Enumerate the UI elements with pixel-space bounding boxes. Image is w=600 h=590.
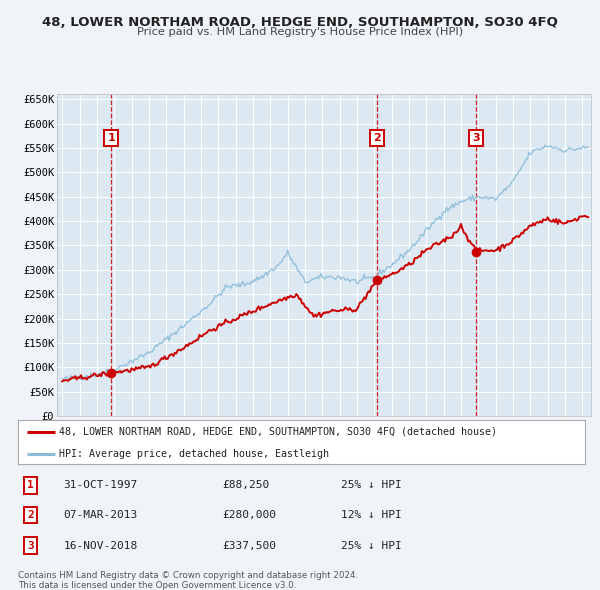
Text: 2: 2 bbox=[374, 133, 381, 143]
Text: 48, LOWER NORTHAM ROAD, HEDGE END, SOUTHAMPTON, SO30 4FQ: 48, LOWER NORTHAM ROAD, HEDGE END, SOUTH… bbox=[42, 16, 558, 29]
Text: 2: 2 bbox=[27, 510, 34, 520]
Text: Contains HM Land Registry data © Crown copyright and database right 2024.: Contains HM Land Registry data © Crown c… bbox=[18, 571, 358, 579]
Text: HPI: Average price, detached house, Eastleigh: HPI: Average price, detached house, East… bbox=[59, 449, 329, 458]
Text: 3: 3 bbox=[472, 133, 480, 143]
Text: 48, LOWER NORTHAM ROAD, HEDGE END, SOUTHAMPTON, SO30 4FQ (detached house): 48, LOWER NORTHAM ROAD, HEDGE END, SOUTH… bbox=[59, 427, 497, 437]
Text: 12% ↓ HPI: 12% ↓ HPI bbox=[341, 510, 402, 520]
Text: 16-NOV-2018: 16-NOV-2018 bbox=[64, 541, 137, 551]
Text: £280,000: £280,000 bbox=[222, 510, 276, 520]
Text: 1: 1 bbox=[27, 480, 34, 490]
Text: 31-OCT-1997: 31-OCT-1997 bbox=[64, 480, 137, 490]
Text: 3: 3 bbox=[27, 541, 34, 551]
Text: This data is licensed under the Open Government Licence v3.0.: This data is licensed under the Open Gov… bbox=[18, 581, 296, 589]
Text: 1: 1 bbox=[107, 133, 115, 143]
Text: £88,250: £88,250 bbox=[222, 480, 269, 490]
Text: £337,500: £337,500 bbox=[222, 541, 276, 551]
Text: 07-MAR-2013: 07-MAR-2013 bbox=[64, 510, 137, 520]
Text: 25% ↓ HPI: 25% ↓ HPI bbox=[341, 541, 402, 551]
Text: Price paid vs. HM Land Registry's House Price Index (HPI): Price paid vs. HM Land Registry's House … bbox=[137, 27, 463, 37]
Text: 25% ↓ HPI: 25% ↓ HPI bbox=[341, 480, 402, 490]
